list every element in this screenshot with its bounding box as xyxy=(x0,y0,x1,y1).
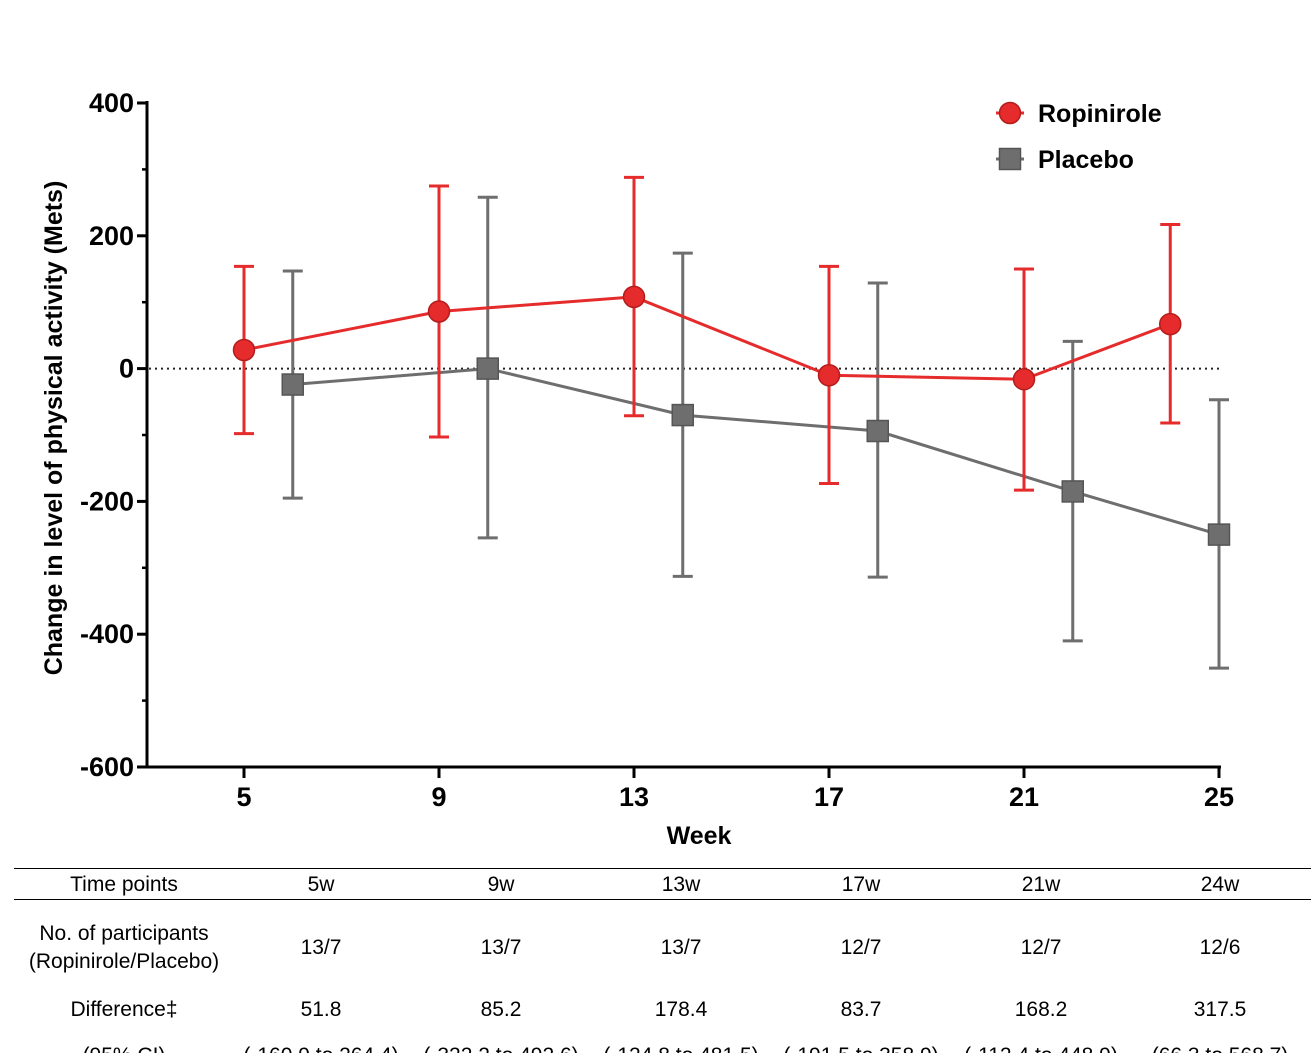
ci-cell: (-160.9 to 264.4) xyxy=(231,1042,411,1053)
y-tick-label: -600 xyxy=(80,752,134,782)
x-tick-label: 21 xyxy=(1009,782,1039,812)
ci-cell: (-322.2 to 492.6) xyxy=(411,1042,591,1053)
x-tick-label: 13 xyxy=(619,782,649,812)
ropinirole-line xyxy=(243,295,1171,381)
time-point-header-cell: 21w xyxy=(1021,873,1061,896)
time-point-header-cell: 24w xyxy=(1200,873,1240,896)
placebo-point xyxy=(1207,523,1231,546)
ropinirole-point xyxy=(1012,367,1036,391)
difference-cell: 83.7 xyxy=(840,998,882,1021)
participants-label-line1: No. of participants xyxy=(39,922,209,945)
legend-placebo-marker xyxy=(998,147,1022,171)
ropinirole-point xyxy=(232,338,256,362)
time-point-header-cell: 5w xyxy=(307,873,335,896)
ci-cell: (-191.5 to 358.9) xyxy=(771,1042,951,1053)
placebo-point xyxy=(671,403,694,427)
y-tick-label: 0 xyxy=(119,354,134,384)
ci-label: (95% CI) xyxy=(14,1042,234,1053)
difference-cell: 178.4 xyxy=(654,998,708,1021)
ropinirole-point xyxy=(1159,312,1182,336)
y-tick-label: 200 xyxy=(89,221,134,251)
x-tick-label: 9 xyxy=(431,782,446,812)
x-tick-label: 5 xyxy=(236,782,251,812)
time-point-header-cell: 9w xyxy=(487,873,515,896)
x-axis-title: Week xyxy=(667,822,732,850)
ci-cell: (-112.4 to 448.9) xyxy=(951,1042,1131,1053)
series xyxy=(232,175,1231,670)
participants-cell: 13/7 xyxy=(300,936,342,959)
difference-cell: 51.8 xyxy=(300,998,342,1021)
participants-cell: 12/7 xyxy=(840,936,882,959)
x-tick-label: 25 xyxy=(1204,782,1234,812)
time-point-header-cell: 13w xyxy=(661,873,701,896)
difference-cell: 168.2 xyxy=(1014,998,1068,1021)
difference-cell: 317.5 xyxy=(1193,998,1247,1021)
placebo-point xyxy=(1061,480,1084,503)
ci-cell: (-124.8 to 481.5) xyxy=(591,1042,771,1053)
participants-cell: 13/7 xyxy=(660,936,702,959)
axes: 400 200 0 -200 -400 -600 5 9 13 17 21 25 xyxy=(80,88,1234,812)
placebo-point xyxy=(866,419,889,443)
placebo-line xyxy=(292,367,1220,537)
y-tick-label: 400 xyxy=(89,88,134,118)
y-tick-label: -200 xyxy=(80,486,134,516)
time-points-label: Time points xyxy=(70,873,178,896)
ropinirole-point xyxy=(427,300,451,323)
ci-cell: (66.3 to 568.7) xyxy=(1130,1042,1310,1053)
placebo-point xyxy=(281,373,304,396)
legend-ropinirole-label: Ropinirole xyxy=(1038,100,1162,128)
table-header-rule xyxy=(14,899,1311,900)
y-axis-title: Change in level of physical activity (Me… xyxy=(40,181,68,676)
table-top-rule xyxy=(14,868,1311,869)
ropinirole-point xyxy=(817,363,841,387)
chart: 400 200 0 -200 -400 -600 5 9 13 17 21 25 Week Chang… xyxy=(40,88,1234,850)
y-tick-label: -400 xyxy=(80,619,134,649)
legend-ropinirole-marker xyxy=(998,101,1022,125)
participants-label-line2: (Ropinirole/Placebo) xyxy=(28,950,220,973)
difference-label: Difference‡ xyxy=(70,998,178,1021)
placebo-point xyxy=(476,357,499,380)
participants-cell: 13/7 xyxy=(480,936,522,959)
legend-placebo-label: Placebo xyxy=(1038,146,1134,174)
difference-cell: 85.2 xyxy=(480,998,522,1021)
ropinirole-point xyxy=(622,285,646,309)
participants-cell: 12/6 xyxy=(1199,936,1241,959)
summary-table: Time points No. of participants (Ropinir… xyxy=(14,868,1311,1053)
time-point-header-cell: 17w xyxy=(841,873,881,896)
x-tick-label: 17 xyxy=(814,782,844,812)
legend: Ropinirole Placebo xyxy=(996,100,1162,174)
participants-cell: 12/7 xyxy=(1020,936,1062,959)
